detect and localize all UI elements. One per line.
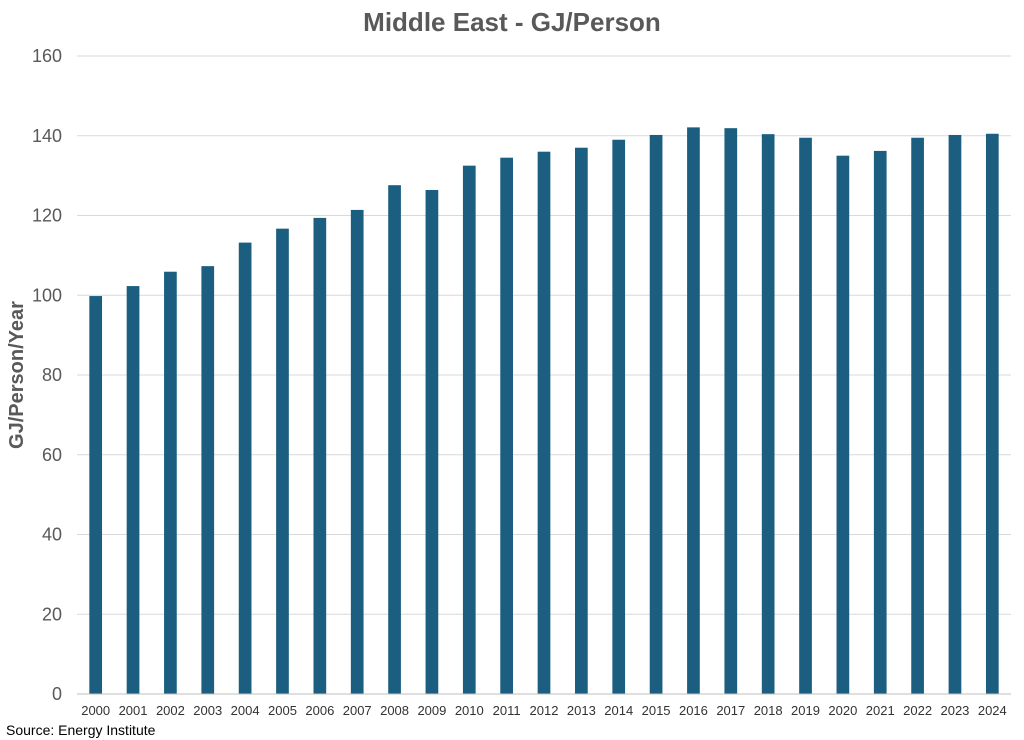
bar-2008 [388, 185, 401, 694]
bar-2023 [948, 134, 962, 694]
y-tick-label: 20 [42, 604, 62, 624]
bar-2009 [425, 189, 439, 695]
y-tick-label: 0 [52, 684, 62, 704]
y-tick-label: 140 [32, 126, 62, 146]
x-tick-label: 2010 [455, 703, 484, 718]
y-tick-label: 80 [42, 365, 62, 385]
source-note: Source: Energy Institute [6, 722, 156, 738]
x-tick-label: 2004 [231, 703, 260, 718]
bar-2024 [985, 133, 999, 695]
y-tick-label: 40 [42, 525, 62, 545]
bar-2011 [500, 157, 513, 694]
bar-2013 [575, 147, 588, 694]
bar-2014 [612, 139, 626, 695]
bar-2005 [276, 228, 289, 694]
x-tick-label: 2012 [530, 703, 559, 718]
bar-2022 [911, 137, 924, 694]
bar-2003 [201, 266, 215, 694]
x-tick-label: 2011 [493, 703, 521, 718]
bar-2016 [687, 127, 700, 695]
bar-2021 [873, 150, 887, 695]
x-tick-label: 2022 [903, 703, 932, 718]
x-tick-label: 2024 [978, 703, 1007, 718]
bar-2006 [313, 217, 327, 694]
bar-2012 [537, 151, 551, 694]
x-tick-label: 2007 [343, 703, 372, 718]
x-tick-label: 2019 [791, 703, 820, 718]
y-axis-ticks: 0 20 40 60 80 100 120 140 160 [32, 46, 62, 704]
x-tick-label: 2005 [268, 703, 297, 718]
bar-2020 [836, 155, 850, 694]
bars [89, 127, 999, 695]
x-tick-label: 2001 [119, 703, 148, 718]
x-tick-label: 2014 [604, 703, 633, 718]
bar-2002 [164, 271, 177, 694]
x-tick-label: 2003 [193, 703, 222, 718]
x-tick-label: 2023 [940, 703, 969, 718]
x-tick-label: 2015 [642, 703, 671, 718]
x-tick-label: 2013 [567, 703, 596, 718]
bar-2018 [761, 134, 775, 694]
y-tick-label: 60 [42, 445, 62, 465]
bar-2017 [724, 128, 738, 694]
x-tick-label: 2018 [754, 703, 783, 718]
bar-2000 [89, 296, 103, 694]
y-tick-label: 160 [32, 46, 62, 66]
x-tick-label: 2017 [716, 703, 745, 718]
y-tick-label: 120 [32, 206, 62, 226]
bar-2001 [126, 286, 140, 694]
y-tick-label: 100 [32, 285, 62, 305]
x-tick-label: 2002 [156, 703, 185, 718]
y-axis-label: GJ/Person/Year [6, 301, 28, 449]
x-tick-label: 2016 [679, 703, 708, 718]
chart-title: Middle East - GJ/Person [363, 7, 661, 37]
bar-2019 [799, 137, 812, 694]
x-tick-label: 2008 [380, 703, 409, 718]
x-tick-label: 2021 [866, 703, 895, 718]
bar-2007 [350, 209, 364, 695]
x-tick-label: 2000 [81, 703, 110, 718]
bar-2015 [649, 134, 663, 694]
x-tick-label: 2020 [828, 703, 857, 718]
bar-2010 [462, 165, 476, 694]
x-tick-label: 2009 [417, 703, 446, 718]
bar-2004 [238, 242, 252, 695]
x-axis-ticks: 2000 2001 2002 2003 2004 2005 2006 2007 2008 2009… [81, 703, 1007, 718]
x-tick-label: 2006 [305, 703, 334, 718]
